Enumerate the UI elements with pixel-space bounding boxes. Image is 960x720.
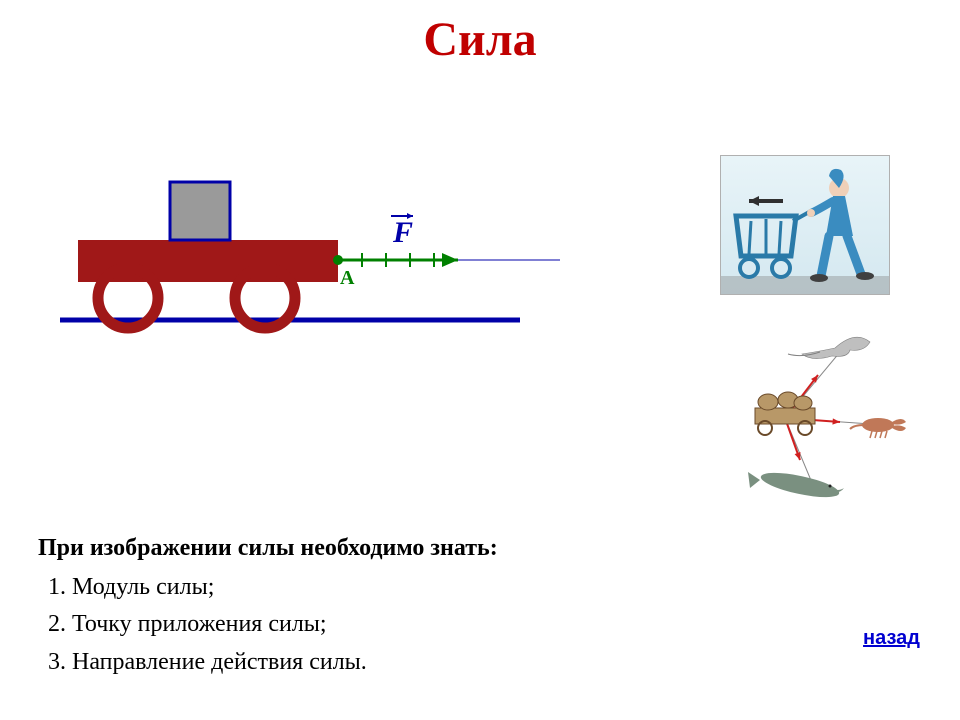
body-text: При изображении силы необходимо знать: М… [38, 530, 498, 681]
back-link[interactable]: назад [863, 627, 920, 650]
svg-text:A: A [340, 267, 355, 289]
text-list-item: Модуль силы; [72, 569, 498, 606]
text-heading: При изображении силы необходимо знать: [38, 530, 498, 567]
force-diagram: FA [60, 130, 560, 355]
text-list-item: Направление действия силы. [72, 644, 498, 681]
svg-text:F: F [392, 216, 413, 249]
illustration-fable-cart [700, 330, 910, 500]
text-list: Модуль силы;Точку приложения силы;Направ… [38, 569, 498, 681]
illustration-push-cart [720, 155, 890, 295]
text-list-item: Точку приложения силы; [72, 606, 498, 643]
page-title: Сила [0, 0, 960, 67]
